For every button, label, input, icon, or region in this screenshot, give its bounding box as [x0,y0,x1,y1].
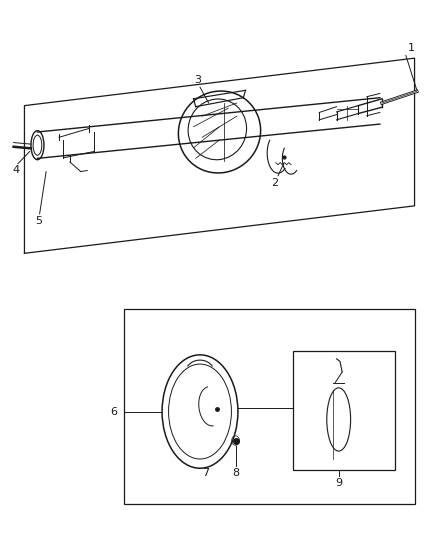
Text: 4: 4 [12,165,19,175]
Ellipse shape [162,355,237,469]
Text: 1: 1 [407,43,414,53]
Ellipse shape [326,388,350,451]
Bar [293,351,394,470]
Text: 8: 8 [231,468,239,478]
Text: 3: 3 [194,75,201,85]
Text: 5: 5 [35,216,42,226]
Text: 9: 9 [334,478,342,488]
Text: 7: 7 [201,468,209,478]
Text: 2: 2 [271,178,278,188]
Bar [124,309,413,504]
Text: 6: 6 [110,407,117,417]
